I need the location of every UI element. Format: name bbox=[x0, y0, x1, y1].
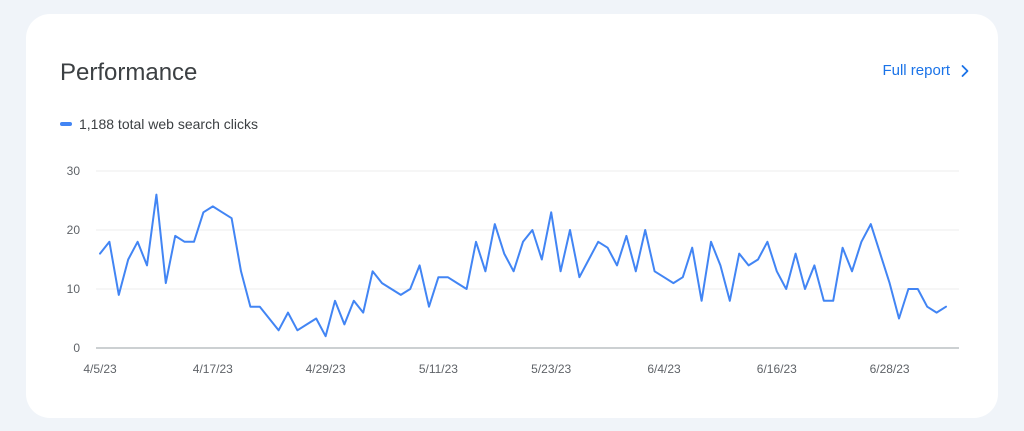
full-report-label: Full report bbox=[882, 62, 950, 79]
y-tick-label: 30 bbox=[67, 164, 81, 178]
y-tick-label: 20 bbox=[67, 223, 81, 237]
y-tick-label: 10 bbox=[67, 282, 81, 296]
y-tick-label: 0 bbox=[73, 341, 80, 355]
x-tick-label: 6/4/23 bbox=[647, 362, 681, 376]
x-tick-label: 4/5/23 bbox=[83, 362, 117, 376]
x-tick-label: 4/29/23 bbox=[306, 362, 346, 376]
chart-legend: 1,188 total web search clicks bbox=[60, 116, 258, 132]
x-tick-label: 6/16/23 bbox=[757, 362, 797, 376]
full-report-link[interactable]: Full report bbox=[882, 62, 972, 79]
x-tick-label: 5/23/23 bbox=[531, 362, 571, 376]
performance-card: Performance Full report 1,188 total web … bbox=[26, 14, 998, 418]
chevron-right-icon bbox=[961, 64, 969, 77]
clicks-series-line bbox=[99, 193, 947, 338]
x-tick-label: 5/11/23 bbox=[419, 362, 458, 376]
x-tick-label: 4/17/23 bbox=[193, 362, 233, 376]
legend-swatch bbox=[60, 122, 72, 126]
card-title: Performance bbox=[60, 59, 198, 86]
x-tick-label: 6/28/23 bbox=[870, 362, 910, 376]
legend-label: 1,188 total web search clicks bbox=[79, 116, 258, 132]
